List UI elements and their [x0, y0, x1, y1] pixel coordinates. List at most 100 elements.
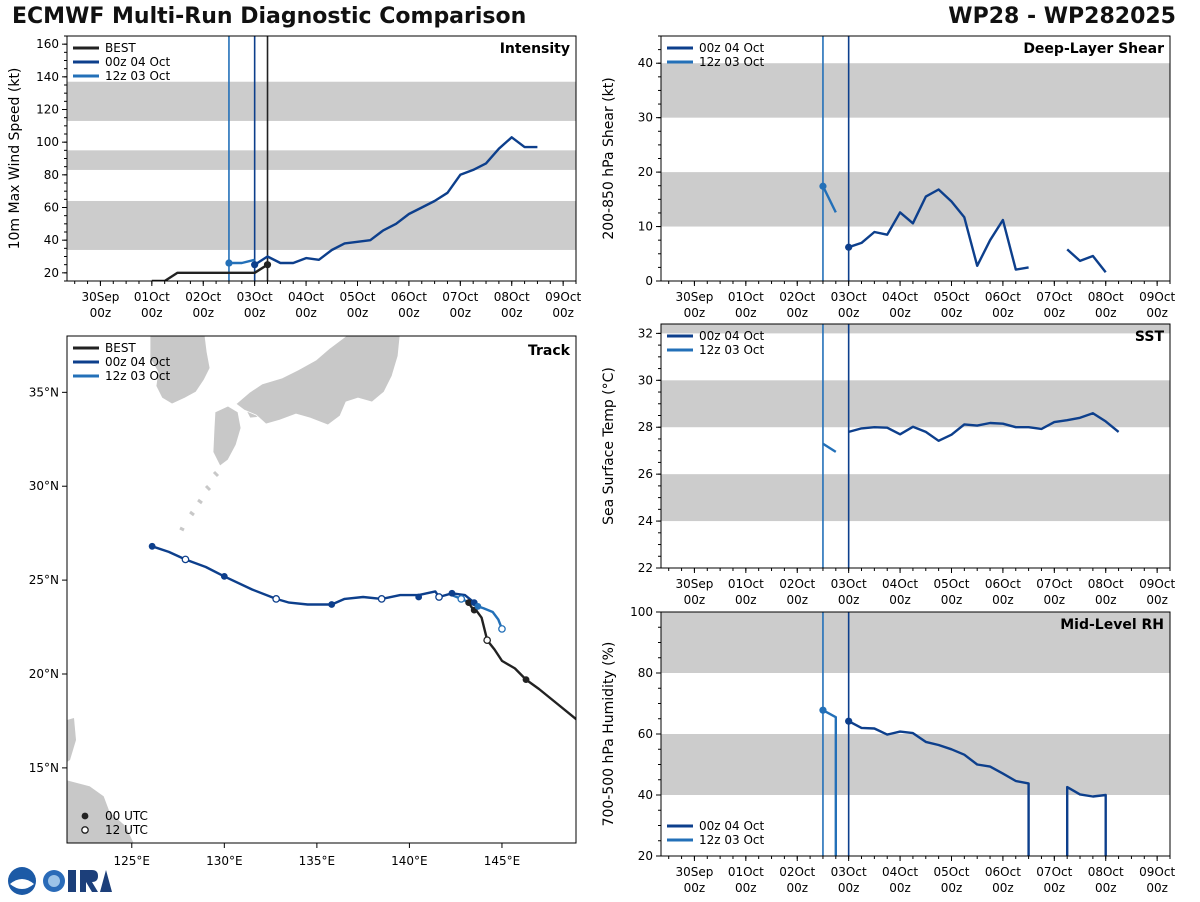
- intensity-legend-label-run_00z: 00z 04 Oct: [105, 55, 171, 69]
- shear-ytick-label: 20: [638, 165, 653, 179]
- intensity-xtick-label-day: 02Oct: [185, 290, 221, 304]
- korea-land: [149, 336, 211, 405]
- track-point-00utc: [448, 589, 456, 597]
- intensity-xtick-label-hour: 00z: [501, 306, 523, 320]
- intensity-xtick-label-day: 05Oct: [339, 290, 375, 304]
- sst-xtick-label-day: 02Oct: [779, 577, 815, 591]
- sst-ytick-label: 30: [638, 373, 653, 387]
- rh-xtick-label-hour: 00z: [786, 881, 808, 895]
- track-legend-12utc-marker: [81, 826, 89, 834]
- intensity-legend-label-run_12z: 12z 03 Oct: [105, 69, 171, 83]
- track-xtick-label: 130°E: [206, 854, 243, 868]
- intensity-band-2: [67, 81, 576, 121]
- intensity-xtick-label-day: 08Oct: [494, 290, 530, 304]
- shear-xtick-label-day: 03Oct: [831, 290, 867, 304]
- kyushu-land: [212, 405, 242, 467]
- intensity-xtick-label-day: 04Oct: [288, 290, 324, 304]
- land-map: [67, 336, 401, 843]
- sst-ytick-label: 26: [638, 467, 653, 481]
- intensity-ytick-label: 60: [44, 201, 59, 215]
- rh-xtick-label-day: 04Oct: [882, 865, 918, 879]
- sst-xtick-label-day: 05Oct: [933, 577, 969, 591]
- intensity-ytick-label: 120: [36, 103, 59, 117]
- intensity-marker-run_00z: [251, 261, 259, 269]
- track-point-00utc: [328, 601, 336, 608]
- sst-ytick-label: 28: [638, 420, 653, 434]
- intensity-xtick-label-day: 01Oct: [134, 290, 170, 304]
- rh-xtick-label-day: 02Oct: [779, 865, 815, 879]
- intensity-xtick-label-hour: 00z: [347, 306, 369, 320]
- shear-xtick-label-day: 02Oct: [779, 290, 815, 304]
- track-point-00utc: [220, 572, 228, 580]
- shear-xtick-label-hour: 00z: [684, 306, 706, 320]
- noaa-cira-logo: [8, 867, 112, 895]
- intensity-ytick-label: 20: [44, 266, 59, 280]
- rh-xtick-label-hour: 00z: [992, 881, 1014, 895]
- intensity-legend-label-best: BEST: [105, 41, 136, 55]
- honshu-land: [235, 336, 401, 426]
- shear-ytick-label: 30: [638, 111, 653, 125]
- rh-xtick-label-hour: 00z: [1044, 881, 1066, 895]
- sst-xtick-label-hour: 00z: [889, 593, 911, 607]
- track-xtick-label: 135°E: [299, 854, 336, 868]
- track-ytick-label: 30°N: [29, 479, 59, 493]
- sst-xtick-label-hour: 00z: [1044, 593, 1066, 607]
- shear-ylabel: 200-850 hPa Shear (kt): [601, 77, 617, 239]
- shear-xtick-label-hour: 00z: [838, 306, 860, 320]
- sst-xtick-label-day: 04Oct: [882, 577, 918, 591]
- rh-xtick-label-day: 01Oct: [728, 865, 764, 879]
- track-xtick-label: 125°E: [114, 854, 151, 868]
- intensity-xtick-label-day: 06Oct: [391, 290, 427, 304]
- rh-ytick-label: 80: [638, 666, 653, 680]
- shear-xtick-label-hour: 00z: [889, 306, 911, 320]
- rh-xtick-label-day: 06Oct: [985, 865, 1021, 879]
- intensity-plot-area: [67, 36, 576, 281]
- sst-xtick-label-hour: 00z: [786, 593, 808, 607]
- track-point-12utc: [498, 625, 506, 633]
- shear-ytick-label: 40: [638, 56, 653, 70]
- sst-title: SST: [1135, 329, 1165, 345]
- track-point-00utc: [465, 599, 473, 607]
- rh-legend-label-run_00z: 00z 04 Oct: [699, 819, 765, 833]
- rh-xtick-label-day: 03Oct: [831, 865, 867, 879]
- intensity-ytick-label: 80: [44, 168, 59, 182]
- shear-xtick-label-day: 09Oct: [1139, 290, 1175, 304]
- rh-xtick-label-hour: 00z: [889, 881, 911, 895]
- sst-xtick-label-hour: 00z: [684, 593, 706, 607]
- intensity-band-1: [67, 150, 576, 170]
- track-ytick-label: 20°N: [29, 667, 59, 681]
- intensity-xtick-label-hour: 00z: [141, 306, 163, 320]
- track-point-12utc: [272, 595, 281, 603]
- shear-ytick-label: 10: [638, 220, 653, 234]
- intensity-xtick-label-hour: 00z: [244, 306, 266, 320]
- track-frame: [66, 335, 577, 844]
- rh-series-run_12z-0: [822, 709, 837, 856]
- track-legend-12utc-label: 12 UTC: [105, 823, 148, 837]
- sst-ytick-label: 22: [638, 561, 653, 575]
- storm-id-title: WP28 - WP282025: [948, 4, 1176, 29]
- sst-xtick-label-hour: 00z: [1146, 593, 1168, 607]
- rh-xtick-label-hour: 00z: [838, 881, 860, 895]
- intensity-ylabel: 10m Max Wind Speed (kt): [7, 68, 23, 250]
- shear-xtick-label-hour: 00z: [1044, 306, 1066, 320]
- rh-series-run_00z-1: [1065, 785, 1107, 856]
- intensity-marker-run_12z: [225, 259, 233, 267]
- intensity-xtick-label-day: 30Sep: [81, 290, 119, 304]
- rh-xtick-label-hour: 00z: [684, 881, 706, 895]
- shear-xtick-label-day: 30Sep: [675, 290, 713, 304]
- sst-xtick-label-day: 03Oct: [831, 577, 867, 591]
- rh-marker-run_00z: [845, 717, 853, 725]
- sst-ytick-label: 32: [638, 326, 653, 340]
- intensity-title: Intensity: [500, 41, 570, 57]
- shear-legend-label-run_12z: 12z 03 Oct: [699, 55, 765, 69]
- rh-band-0: [661, 734, 1170, 795]
- rh-series-run_00z-0: [848, 720, 1030, 856]
- rh-title: Mid-Level RH: [1060, 617, 1164, 633]
- sst-band-0: [661, 474, 1170, 522]
- track-plot-area: [148, 542, 576, 721]
- sst-xtick-label-day: 08Oct: [1088, 577, 1124, 591]
- rh-marker-run_12z: [819, 706, 827, 714]
- panel-intensity: 20 40 60 80 100 120 140 160 30Sep 00z 01Oct 00z 02Oc…: [7, 35, 581, 320]
- track-point-12utc: [377, 595, 386, 603]
